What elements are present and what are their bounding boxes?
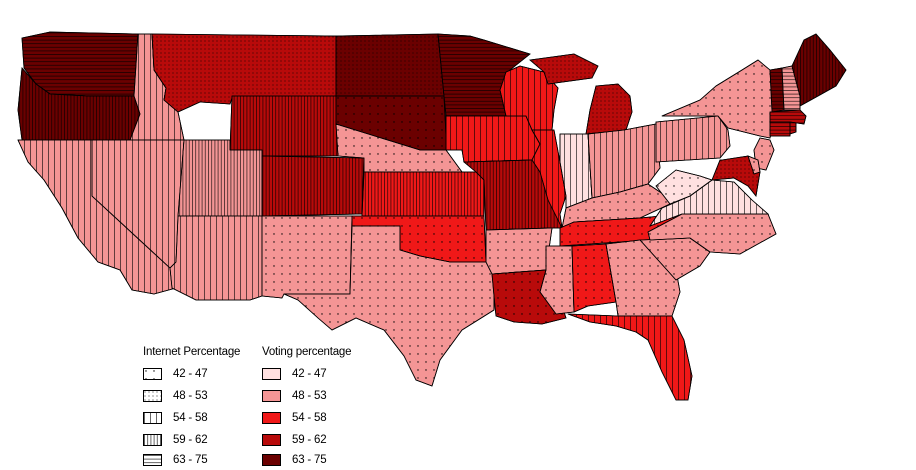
state-pattern [769,109,807,125]
state-pattern [485,227,553,275]
state-oh [587,123,661,199]
voting-range-label: 63 - 75 [292,454,327,466]
voting-swatch [262,390,281,402]
internet-range-label: 59 - 62 [173,434,208,446]
internet-range-label: 48 - 53 [173,390,208,402]
state-pattern [229,95,339,157]
state-az [169,215,263,301]
voting-swatch [262,368,281,380]
state-wa [21,31,139,97]
sparse-dots-swatch [143,368,162,380]
state-ut [177,139,263,217]
internet-range-label: 63 - 75 [173,454,208,466]
dense-dots-swatch [143,390,162,402]
state-sc [639,237,711,281]
state-me [791,33,847,107]
state-la [491,269,567,325]
state-pattern [169,215,263,301]
state-pattern [335,33,445,97]
state-pattern [529,53,633,135]
wide-vertical-swatch [143,412,162,424]
voting-legend-title: Voting percentage [262,346,352,358]
voting-swatch [262,412,281,424]
state-pattern [791,33,847,107]
internet-legend-title: Internet Percentage [143,346,241,358]
state-ks [361,171,485,217]
voting-range-label: 59 - 62 [292,434,327,446]
voting-range-label: 54 - 58 [292,412,327,424]
state-md [711,155,761,197]
state-pattern [747,155,761,175]
state-pattern [361,171,485,217]
state-mt [151,33,337,113]
state-wv [655,169,713,205]
state-wi [499,65,559,131]
state-pattern [769,121,791,137]
state-nd [335,33,445,97]
state-tx [283,225,495,387]
state-pattern [283,225,495,387]
state-pattern [177,139,263,217]
state-mi [529,53,633,135]
state-pattern [261,215,353,299]
state-ct [769,121,791,137]
state-nv [91,139,185,269]
state-vt [769,67,785,113]
voting-swatch [262,434,281,446]
state-al [571,243,617,313]
internet-range-label: 54 - 58 [173,412,208,424]
state-nc [647,213,777,255]
state-in [559,133,593,209]
state-pattern [753,137,775,171]
state-ar [485,227,553,275]
horizontal-lines-swatch [143,454,162,466]
state-ia [445,115,541,163]
state-ri [789,121,797,135]
voting-range-label: 48 - 53 [292,390,327,402]
state-pattern [655,115,731,163]
internet-range-label: 42 - 47 [173,368,208,380]
state-co [261,155,365,217]
state-ms [539,245,575,315]
state-mo [462,159,563,231]
state-ma [769,109,807,125]
voting-range-label: 42 - 47 [292,368,327,380]
state-pa [655,115,731,163]
voting-swatch [262,454,281,466]
state-nm [261,215,353,299]
state-pattern [567,313,693,401]
state-nj [753,137,775,171]
state-pattern [789,121,797,135]
state-pattern [445,115,541,163]
state-pattern [769,67,785,113]
state-wy [229,95,339,157]
narrow-vertical-swatch [143,434,162,446]
state-pattern [571,243,617,313]
state-pattern [261,155,365,217]
state-fl [567,313,693,401]
state-de [747,155,761,175]
